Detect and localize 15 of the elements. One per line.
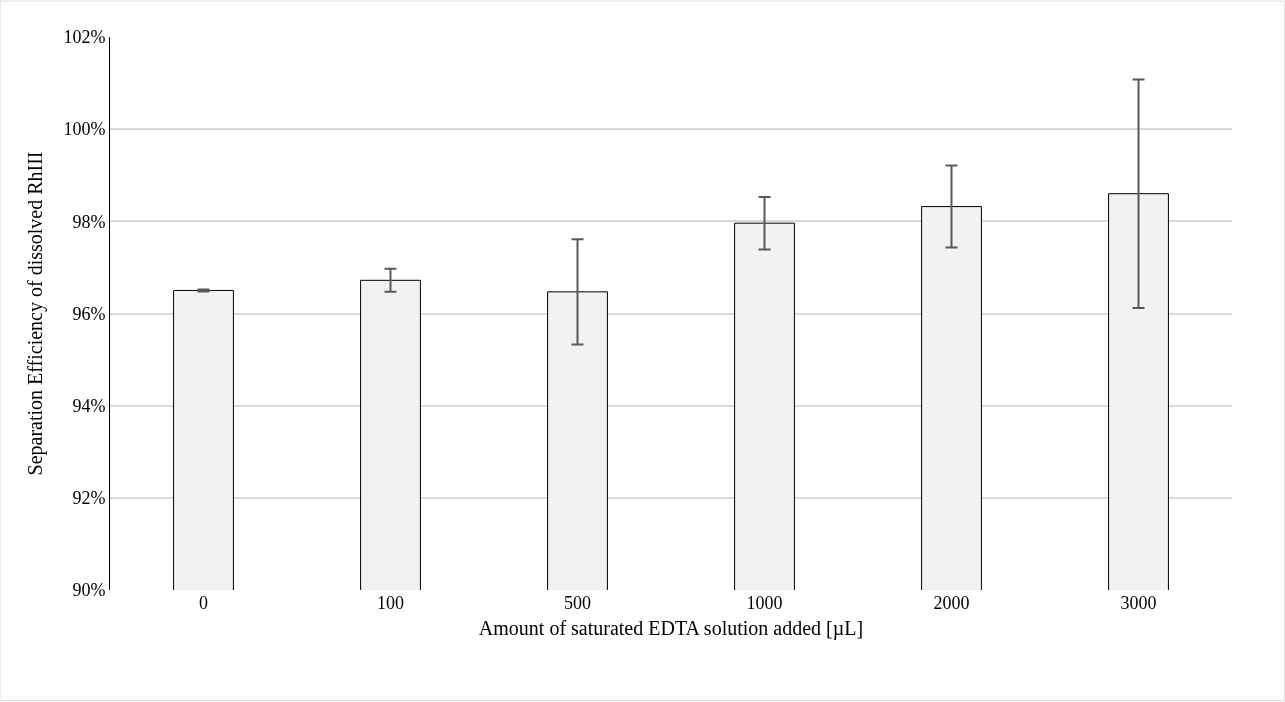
x-tick-label: 100 [377, 593, 404, 613]
x-tick-label: 2000 [933, 593, 970, 613]
x-tick-label: 1000 [746, 593, 783, 613]
x-tick-label: 500 [564, 593, 591, 613]
y-tick-label: 96% [72, 303, 106, 324]
y-tick-label: 90% [72, 580, 106, 601]
y-tick-label: 100% [63, 119, 106, 140]
y-tick-label: 94% [72, 395, 106, 416]
y-tick-label: 102% [63, 27, 106, 48]
y-tick-label: 98% [72, 211, 106, 232]
y-axis-title: Separation Efficiency of dissolved RhIII [23, 151, 47, 476]
x-axis-title: Amount of saturated EDTA solution added [µL] [478, 616, 864, 640]
y-tick-label: 92% [72, 488, 106, 509]
x-tick-label: 3000 [1120, 593, 1157, 613]
x-tick-label: 0 [199, 593, 208, 613]
